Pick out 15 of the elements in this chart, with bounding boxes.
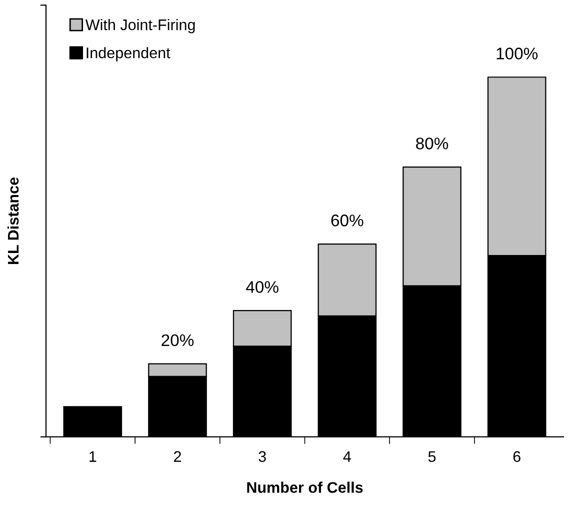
x-tick-label: 1 bbox=[90, 451, 96, 462]
annotation: 20% bbox=[162, 334, 194, 346]
annotation: 60% bbox=[331, 214, 364, 226]
x-tick-label: 3 bbox=[258, 451, 266, 462]
annotation: 100% bbox=[496, 48, 538, 60]
legend-label: Independent bbox=[86, 47, 170, 62]
x-axis-title: Number of Cells bbox=[247, 482, 363, 493]
x-tick-label: 5 bbox=[428, 451, 436, 462]
annotation: 40% bbox=[246, 281, 278, 293]
annotation: 80% bbox=[416, 138, 448, 150]
x-tick-label: 2 bbox=[174, 451, 181, 462]
x-tick-label: 4 bbox=[343, 451, 351, 462]
legend-label: With Joint-Firing bbox=[85, 19, 195, 34]
y-axis-title: KL Distance bbox=[7, 178, 19, 264]
x-tick-label: 6 bbox=[513, 451, 520, 462]
